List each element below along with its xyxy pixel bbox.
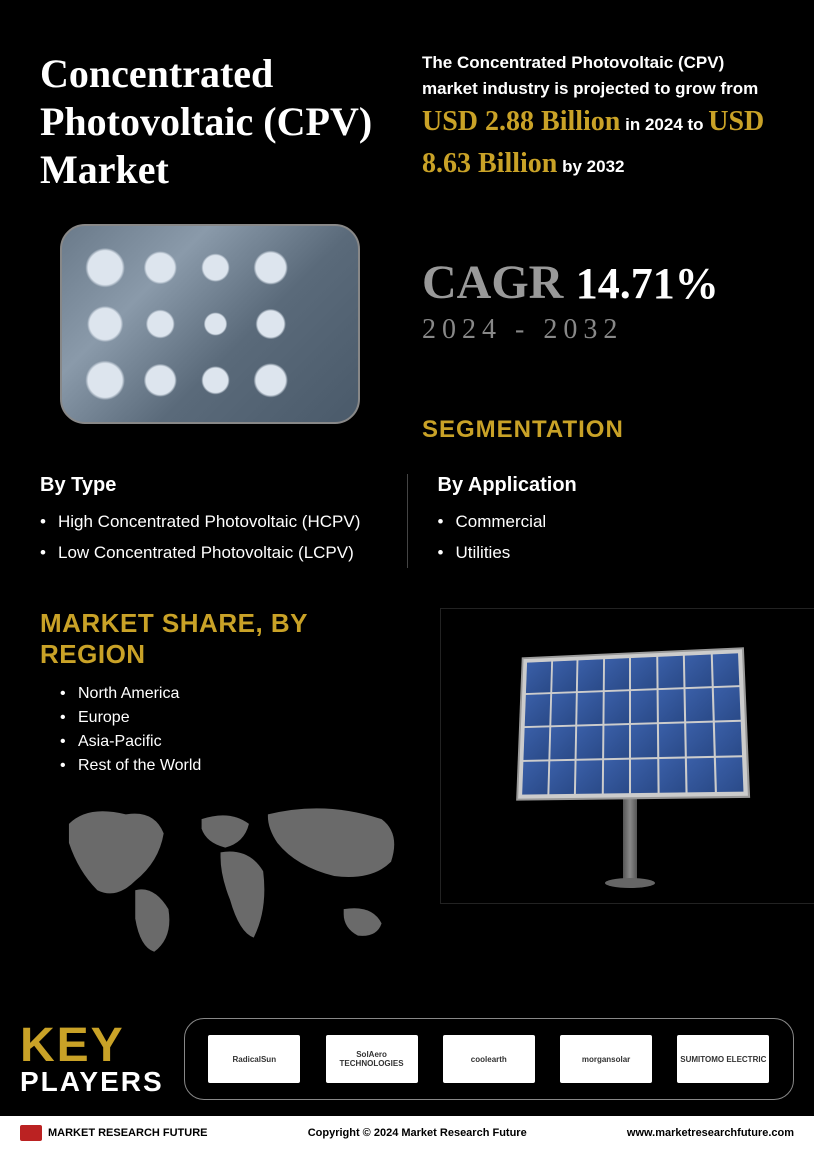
list-item: North America: [60, 682, 420, 706]
list-item: High Concentrated Photovoltaic (HCPV): [40, 507, 377, 538]
brand-logo-icon: [20, 1125, 42, 1141]
cagr-value: 14.71%: [576, 259, 719, 308]
page-title: Concentrated Photovoltaic (CPV) Market: [40, 50, 392, 194]
cagr-label: CAGR: [422, 256, 563, 309]
footer-copyright: Copyright © 2024 Market Research Future: [308, 1127, 527, 1139]
market-share-title: MARKET SHARE, BY REGION: [40, 608, 420, 670]
projection-mid: in 2024 to: [625, 115, 708, 134]
segmentation-heading: SEGMENTATION: [422, 416, 774, 444]
list-item: Rest of the World: [60, 754, 420, 778]
logo-morgansolar: morgansolar: [560, 1035, 652, 1083]
segment-application: By Application Commercial Utilities: [408, 474, 775, 568]
world-map-icon: [40, 786, 420, 966]
projection-suffix: by 2032: [562, 157, 624, 176]
key-word: KEY: [20, 1023, 164, 1069]
logo-radicalsun: RadicalSun: [208, 1035, 300, 1083]
hero-cpv-image: [60, 224, 360, 424]
key-players-label: KEY PLAYERS: [20, 1023, 164, 1095]
logo-coolearth: coolearth: [443, 1035, 535, 1083]
logo-solaero: SolAero TECHNOLOGIES: [326, 1035, 418, 1083]
segment-type: By Type High Concentrated Photovoltaic (…: [40, 474, 408, 568]
list-item: Asia-Pacific: [60, 730, 420, 754]
footer-brand: MARKET RESEARCH FUTURE: [20, 1125, 208, 1141]
key-players-box: RadicalSun SolAero TECHNOLOGIES cooleart…: [184, 1018, 794, 1100]
segment-type-title: By Type: [40, 474, 377, 497]
list-item: Utilities: [438, 538, 775, 569]
solar-panel-image: [440, 608, 814, 904]
list-item: Low Concentrated Photovoltaic (LCPV): [40, 538, 377, 569]
list-item: Commercial: [438, 507, 775, 538]
projection-prefix: The Concentrated Photovoltaic (CPV) mark…: [422, 53, 758, 98]
footer: MARKET RESEARCH FUTURE Copyright © 2024 …: [0, 1116, 814, 1150]
projection-text: The Concentrated Photovoltaic (CPV) mark…: [422, 50, 774, 185]
projection-value-1: USD 2.88 Billion: [422, 106, 620, 137]
cagr-period: 2024 - 2032: [422, 314, 774, 346]
footer-url: www.marketresearchfuture.com: [627, 1127, 794, 1139]
segment-application-title: By Application: [438, 474, 775, 497]
logo-sumitomo: SUMITOMO ELECTRIC: [677, 1035, 769, 1083]
cagr-block: CAGR 14.71% 2024 - 2032: [422, 255, 774, 346]
players-word: PLAYERS: [20, 1069, 164, 1096]
list-item: Europe: [60, 706, 420, 730]
footer-brand-text: MARKET RESEARCH FUTURE: [48, 1127, 208, 1139]
